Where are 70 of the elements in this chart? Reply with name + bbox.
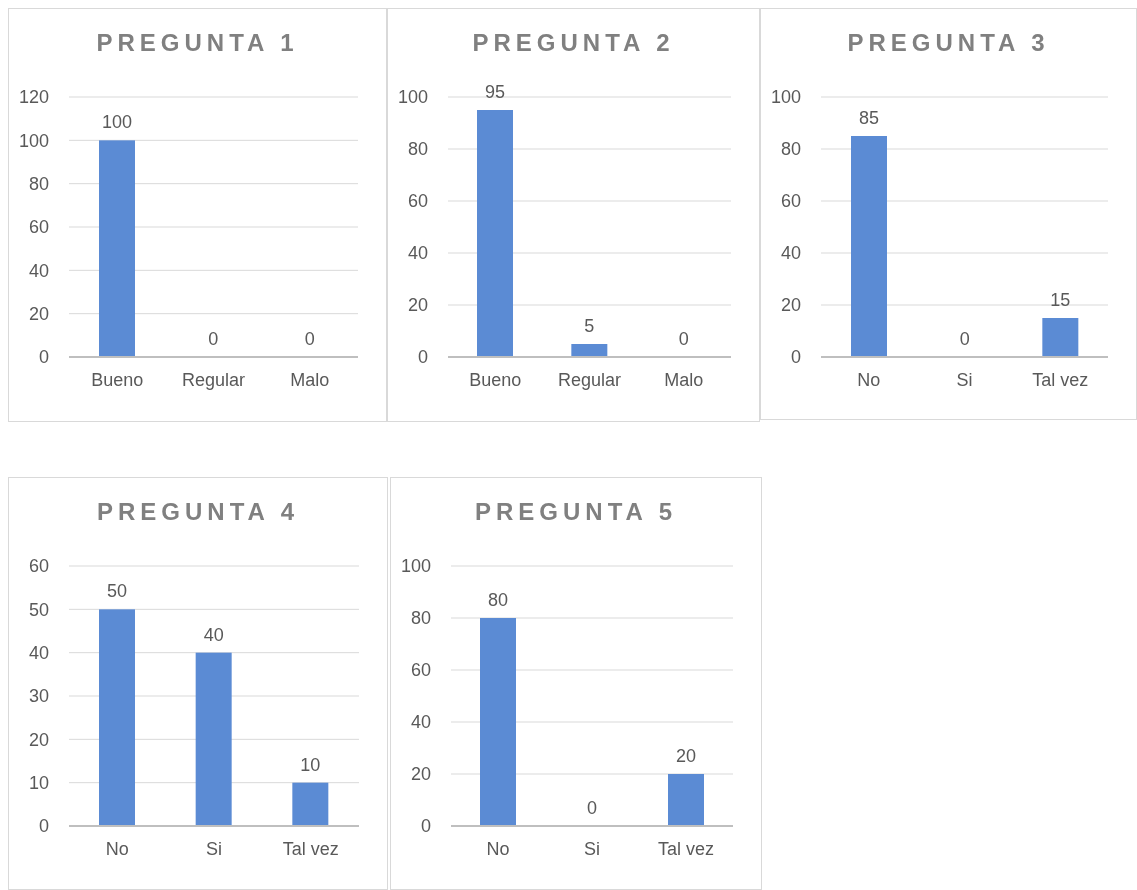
- y-tick-label: 50: [28, 599, 49, 620]
- y-tick-label: 60: [780, 191, 801, 212]
- data-label: 0: [586, 798, 598, 818]
- x-tick-label: Si: [583, 838, 601, 859]
- x-tick-label: Regular: [181, 369, 246, 390]
- chart-title: PREGUNTA 3: [846, 29, 1051, 57]
- x-tick-label: Si: [205, 838, 223, 859]
- x-tick-label: Tal vez: [282, 838, 339, 859]
- y-tick-label: 80: [407, 139, 428, 160]
- y-tick-label: 40: [28, 260, 49, 281]
- y-tick-label: 100: [400, 556, 431, 577]
- x-tick-label: No: [105, 838, 129, 859]
- data-label: 0: [208, 329, 219, 349]
- x-tick-label: Tal vez: [657, 838, 715, 859]
- data-label: 5: [584, 316, 595, 336]
- y-tick-label: 60: [410, 660, 431, 681]
- bar: [292, 782, 329, 826]
- y-tick-label: 0: [38, 347, 49, 368]
- data-label: 0: [959, 329, 970, 349]
- y-tick-label: 0: [417, 347, 428, 368]
- y-tick-label: 20: [28, 729, 49, 750]
- y-tick-label: 0: [38, 816, 49, 837]
- y-tick-label: 20: [780, 295, 801, 316]
- y-tick-label: 30: [28, 686, 49, 707]
- bar: [99, 609, 135, 826]
- y-tick-label: 40: [780, 243, 801, 264]
- y-tick-label: 80: [410, 608, 431, 629]
- y-tick-label: 0: [420, 816, 431, 837]
- y-tick-label: 20: [407, 295, 428, 316]
- y-tick-label: 100: [18, 130, 49, 151]
- data-label: 80: [487, 590, 509, 610]
- data-label: 20: [675, 746, 697, 766]
- chart-title: PREGUNTA 4: [96, 498, 300, 526]
- data-label: 85: [858, 108, 880, 128]
- chart-title: PREGUNTA 5: [474, 498, 678, 526]
- data-label: 50: [106, 581, 128, 602]
- y-tick-label: 0: [790, 347, 801, 368]
- y-tick-label: 60: [407, 191, 428, 212]
- x-tick-label: Bueno: [469, 369, 522, 390]
- y-tick-label: 80: [780, 139, 801, 160]
- x-tick-label: No: [486, 838, 510, 859]
- y-tick-label: 120: [18, 87, 49, 108]
- y-tick-label: 60: [28, 556, 49, 577]
- data-label: 100: [101, 112, 133, 133]
- bar: [195, 652, 232, 826]
- data-label: 15: [1050, 290, 1071, 310]
- y-tick-label: 80: [28, 174, 49, 195]
- data-label: 95: [484, 82, 506, 102]
- x-tick-label: Malo: [290, 369, 330, 390]
- y-tick-label: 40: [407, 243, 428, 264]
- x-tick-label: Regular: [557, 369, 622, 390]
- y-tick-label: 20: [28, 304, 49, 325]
- data-label: 0: [678, 329, 689, 349]
- x-tick-label: Si: [956, 369, 973, 390]
- y-tick-label: 60: [28, 217, 49, 238]
- y-tick-label: 10: [28, 773, 49, 794]
- x-tick-label: Bueno: [91, 369, 144, 390]
- data-label: 40: [203, 624, 224, 645]
- y-tick-label: 20: [410, 764, 431, 785]
- x-tick-label: No: [857, 369, 881, 390]
- y-tick-label: 100: [397, 87, 428, 108]
- y-tick-label: 40: [28, 643, 49, 664]
- chart-title: PREGUNTA 2: [471, 29, 676, 57]
- y-tick-label: 40: [410, 712, 431, 733]
- data-label: 10: [300, 754, 321, 775]
- data-label: 0: [304, 329, 315, 349]
- chart-title: PREGUNTA 1: [95, 29, 300, 57]
- y-tick-label: 100: [770, 87, 801, 108]
- x-tick-label: Tal vez: [1032, 369, 1089, 390]
- x-tick-label: Malo: [664, 369, 704, 390]
